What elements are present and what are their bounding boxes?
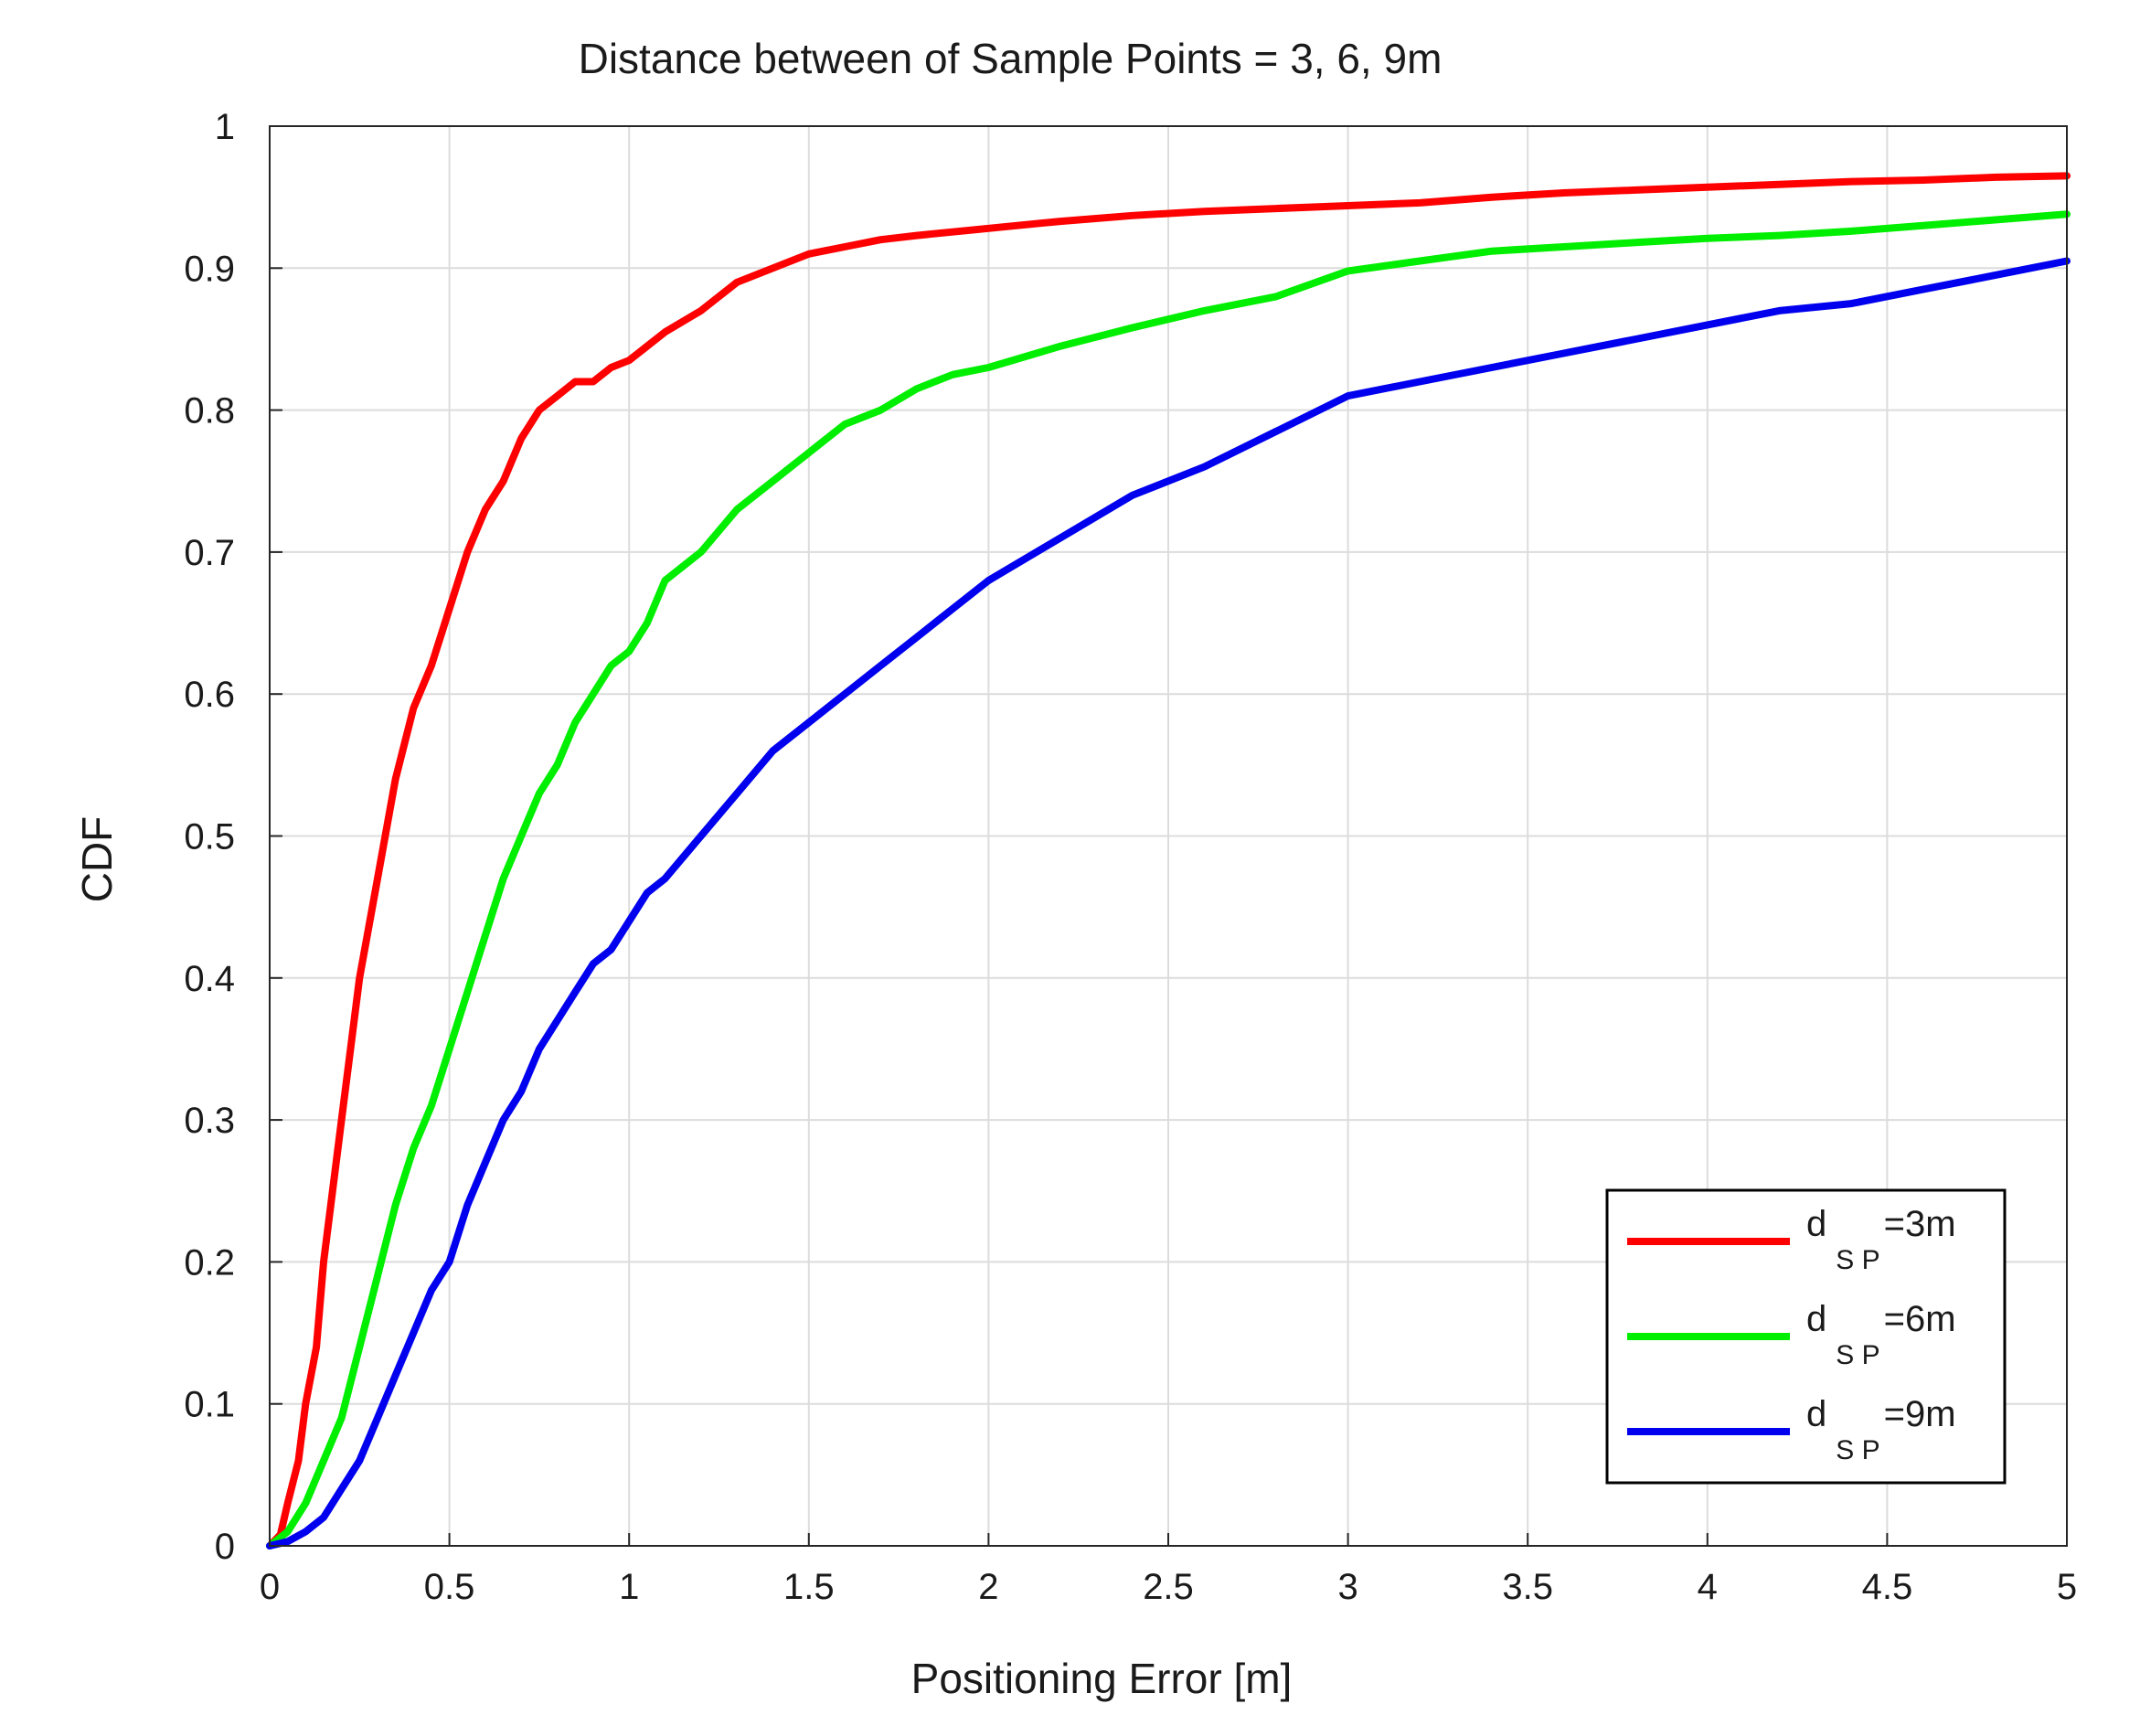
x-tick-label: 0.5 bbox=[424, 1567, 475, 1607]
legend-label: d S P=6m bbox=[1806, 1299, 1956, 1370]
y-tick-label: 0 bbox=[215, 1527, 235, 1567]
y-tick-label: 0.2 bbox=[184, 1242, 235, 1283]
legend-label-suffix: =6m bbox=[1884, 1299, 1956, 1339]
series-line-1 bbox=[266, 172, 2071, 1550]
legend-label-suffix: =9m bbox=[1884, 1394, 1956, 1434]
axis-ticks: 0 0.5 1 1.5 2 2.5 3 3.5 4 4.5 5 0 0.1 0.2 0.3 0.4 0.5 0.6… bbox=[184, 107, 2077, 1607]
y-tick-label: 0.5 bbox=[184, 817, 235, 857]
x-tick-label: 4 bbox=[1698, 1567, 1718, 1607]
legend-label-main: d bbox=[1806, 1204, 1826, 1244]
series-line-3 bbox=[266, 257, 2071, 1550]
chart-title: Distance between of Sample Points = 3, 6… bbox=[579, 35, 1443, 82]
y-tick-label: 0.8 bbox=[184, 391, 235, 431]
x-tick-label: 3 bbox=[1337, 1567, 1357, 1607]
x-tick-label: 2.5 bbox=[1143, 1567, 1194, 1607]
y-axis-label: CDF bbox=[73, 816, 121, 903]
series-line-2 bbox=[266, 210, 2071, 1550]
x-tick-label: 3.5 bbox=[1502, 1567, 1553, 1607]
legend-label-subscript: S P bbox=[1836, 1245, 1879, 1275]
x-tick-label: 0 bbox=[260, 1567, 280, 1607]
x-tick-label: 1 bbox=[619, 1567, 639, 1607]
legend-label-subscript: S P bbox=[1836, 1340, 1879, 1370]
legend-label-main: d bbox=[1806, 1299, 1826, 1339]
legend-label: d S P=9m bbox=[1806, 1394, 1956, 1465]
x-tick-label: 5 bbox=[2057, 1567, 2077, 1607]
legend-label: d S P=3m bbox=[1806, 1204, 1956, 1275]
y-tick-label: 0.1 bbox=[184, 1385, 235, 1425]
y-tick-label: 1 bbox=[215, 107, 235, 147]
y-tick-label: 0.6 bbox=[184, 675, 235, 715]
y-tick-label: 0.4 bbox=[184, 959, 235, 999]
x-axis-label: Positioning Error [m] bbox=[911, 1655, 1293, 1702]
x-tick-label: 1.5 bbox=[783, 1567, 835, 1607]
legend-label-subscript: S P bbox=[1836, 1435, 1879, 1465]
y-tick-label: 0.9 bbox=[184, 249, 235, 289]
legend-label-main: d bbox=[1806, 1394, 1826, 1434]
series-lines bbox=[266, 172, 2071, 1550]
x-tick-label: 2 bbox=[978, 1567, 998, 1607]
y-tick-label: 0.3 bbox=[184, 1101, 235, 1141]
legend-label-suffix: =3m bbox=[1884, 1204, 1956, 1244]
y-tick-label: 0.7 bbox=[184, 533, 235, 573]
x-tick-label: 4.5 bbox=[1862, 1567, 1913, 1607]
